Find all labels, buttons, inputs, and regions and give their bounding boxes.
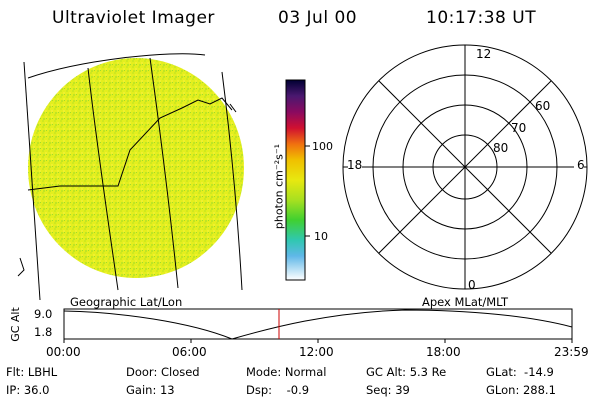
mlt-label-18: 18 — [347, 158, 363, 172]
status-gain: Gain: 13 — [126, 383, 175, 397]
mlat-label-60: 60 — [535, 99, 551, 113]
uv-image-disc — [28, 58, 244, 278]
status-gc-alt: GC Alt: 5.3 Re — [366, 365, 447, 379]
status-seq: Seq: 39 — [366, 383, 410, 397]
apex-projection-label: Apex MLat/MLT — [422, 295, 509, 309]
instrument-title: Ultraviolet Imager — [52, 8, 215, 28]
mlat-label-70: 70 — [511, 121, 527, 135]
altitude-ytick-9: 9.0 — [34, 307, 53, 321]
time-tick-0600: 06:00 — [172, 345, 207, 359]
altitude-ytick-1-8: 1.8 — [34, 325, 53, 339]
mlt-label-6: 6 — [577, 158, 585, 172]
image-date: 03 Jul 00 — [278, 8, 358, 28]
status-glon: GLon: 288.1 — [486, 383, 556, 397]
geographic-projection-label: Geographic Lat/Lon — [70, 295, 183, 309]
time-tick-0000: 00:00 — [46, 345, 81, 359]
status-door: Door: Closed — [126, 365, 200, 379]
mlt-label-0: 0 — [468, 278, 476, 292]
status-glat: GLat: -14.9 — [486, 365, 554, 379]
mlt-label-12: 12 — [476, 47, 492, 61]
image-time: 10:17:38 UT — [426, 8, 537, 28]
altitude-curve — [63, 309, 573, 340]
time-tick-2359: 23:59 — [554, 345, 589, 359]
mlat-label-80: 80 — [493, 141, 509, 155]
status-ip: IP: 36.0 — [6, 383, 50, 397]
status-mode: Mode: Normal — [246, 365, 327, 379]
colorbar-tick-100: 100 — [312, 140, 333, 153]
time-tick-1200: 12:00 — [299, 345, 334, 359]
time-tick-1800: 18:00 — [426, 345, 461, 359]
status-filter: Flt: LBHL — [6, 365, 58, 379]
colorbar-scale — [285, 79, 306, 281]
altitude-ylabel: GC Alt — [8, 307, 22, 342]
geographic-grid — [17, 53, 243, 301]
colorbar-tick-10: 10 — [314, 230, 328, 243]
status-dsp: Dsp: -0.9 — [246, 383, 310, 397]
